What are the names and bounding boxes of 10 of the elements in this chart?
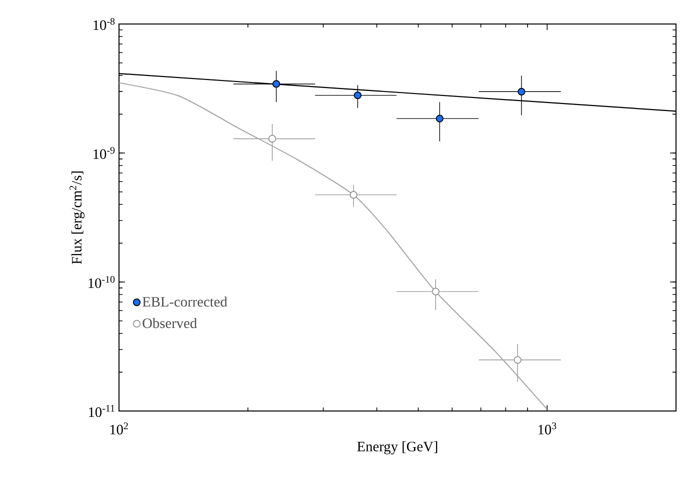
legend-label: Observed [142,318,197,328]
x-tick-label: 10$^{2}$ [110,422,128,434]
y-axis-title: Flux [erg/cm$^{2}$/s] [70,172,85,264]
y-tick-label: 10$^{-9}$ [94,147,115,159]
x-tick-label: 10$^{3}$ [538,422,556,434]
y-tick-label: 10$^{-11}$ [89,405,114,417]
legend-label: EBL-corrected [142,296,228,307]
y-tick-label: 10$^{-10}$ [88,276,115,288]
x-axis-title: Energy [GeV] [357,441,438,454]
y-tick-label: 10$^{-8}$ [94,18,115,30]
